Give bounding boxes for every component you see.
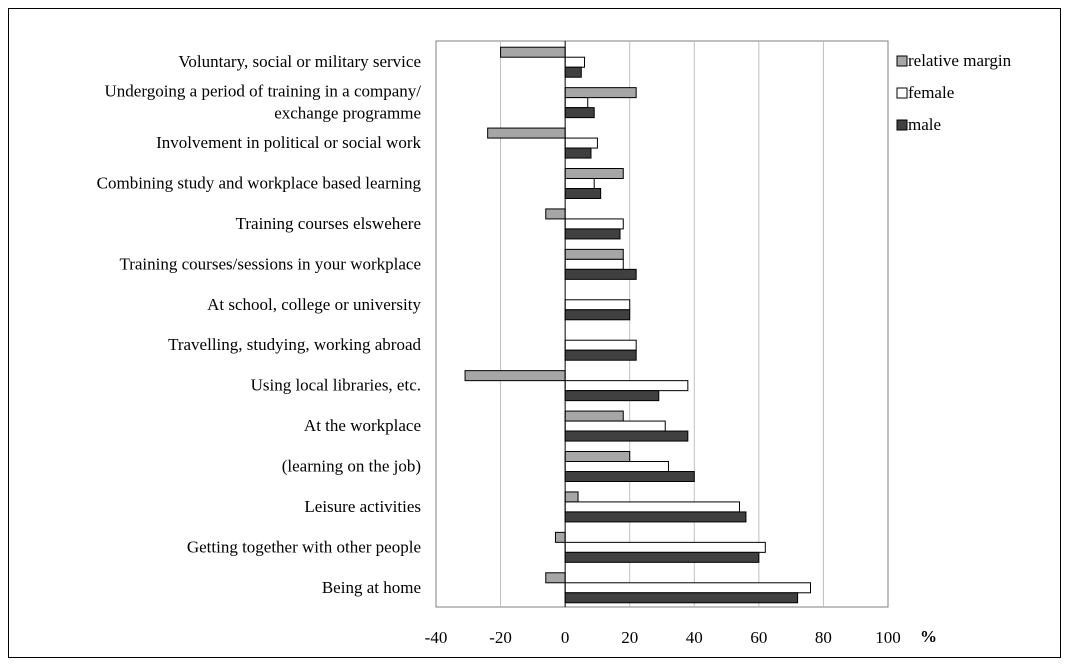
bar-male: [564, 592, 799, 604]
category-label: At the workplace: [304, 416, 421, 435]
bar-relative-margin: [564, 248, 624, 260]
x-tick-label: 60: [750, 628, 767, 647]
x-tick-label: 40: [686, 628, 703, 647]
bar-relative-margin: [545, 572, 566, 584]
bars: [464, 46, 812, 604]
bar-female: [564, 137, 598, 149]
category-label: Training courses elswehere: [236, 214, 421, 233]
bar-male: [564, 188, 602, 199]
bar-relative-margin: [545, 208, 566, 220]
bar-male: [564, 551, 760, 563]
legend-swatch: [896, 87, 908, 99]
bar-male: [564, 390, 660, 402]
category-label: Leisure activities: [304, 497, 421, 516]
bar-female: [564, 501, 740, 513]
category-label: (learning on the job): [282, 457, 421, 476]
bar-female: [564, 420, 666, 432]
category-label: Voluntary, social or military service: [178, 52, 421, 71]
bar-female: [564, 178, 595, 189]
legend-swatch: [896, 55, 908, 67]
bar-male: [564, 268, 637, 280]
bar-male: [564, 228, 621, 240]
bar-female: [564, 97, 589, 109]
bar-female: [564, 218, 624, 230]
bar-male: [564, 309, 631, 321]
bar-female: [564, 56, 586, 68]
legend-label: relative margin: [908, 51, 1012, 70]
category-label: Being at home: [322, 578, 421, 597]
bar-male: [564, 511, 747, 523]
bar-female: [564, 299, 631, 311]
x-tick-label: 80: [815, 628, 832, 647]
category-label: Undergoing a period of training in a com…: [105, 82, 422, 101]
category-label: Getting together with other people: [187, 537, 421, 556]
bar-male: [564, 349, 637, 361]
bar-female: [564, 461, 669, 472]
category-labels: Voluntary, social or military service Und…: [97, 52, 422, 597]
category-label: Combining study and workplace based lear…: [97, 174, 422, 193]
bar-female: [564, 541, 766, 553]
bar-female: [564, 380, 689, 392]
bar-relative-margin: [500, 46, 566, 58]
bar-male: [564, 430, 689, 442]
legend-label: female: [908, 83, 954, 102]
bar-relative-margin: [564, 491, 579, 503]
category-label: Training courses/sessions in your workpl…: [119, 254, 421, 273]
bar-relative-margin: [564, 451, 631, 462]
legend-swatch: [896, 119, 908, 131]
category-label: Using local libraries, etc.: [251, 376, 421, 395]
bar-male: [564, 107, 595, 119]
legend: relative margin female male: [896, 51, 1012, 134]
bar-relative-margin: [464, 370, 566, 382]
bar-relative-margin: [564, 410, 624, 422]
legend-label: male: [908, 115, 941, 134]
bar-relative-margin: [554, 531, 566, 543]
category-label: At school, college or university: [207, 295, 421, 314]
bar-female: [564, 258, 624, 270]
category-label: Involvement in political or social work: [156, 133, 421, 152]
x-tick-label: -20: [489, 628, 512, 647]
x-tick-label: 0: [561, 628, 570, 647]
x-tick-label: 100: [875, 628, 901, 647]
x-unit-label: %: [920, 627, 937, 646]
bar-male: [564, 66, 582, 78]
bar-male: [564, 471, 695, 482]
category-label: exchange programme: [274, 104, 421, 123]
category-label: Travelling, studying, working abroad: [168, 335, 421, 354]
bar-relative-margin: [564, 87, 637, 99]
x-tick-label: 20: [621, 628, 638, 647]
bar-male: [564, 147, 592, 159]
x-tick-labels: -40 -20 0 20 40 60 80 100: [425, 628, 901, 647]
x-tick-label: -40: [425, 628, 448, 647]
bar-relative-margin: [564, 168, 624, 179]
bar-female: [564, 339, 637, 351]
bar-relative-margin: [487, 127, 566, 139]
bar-female: [564, 582, 812, 594]
